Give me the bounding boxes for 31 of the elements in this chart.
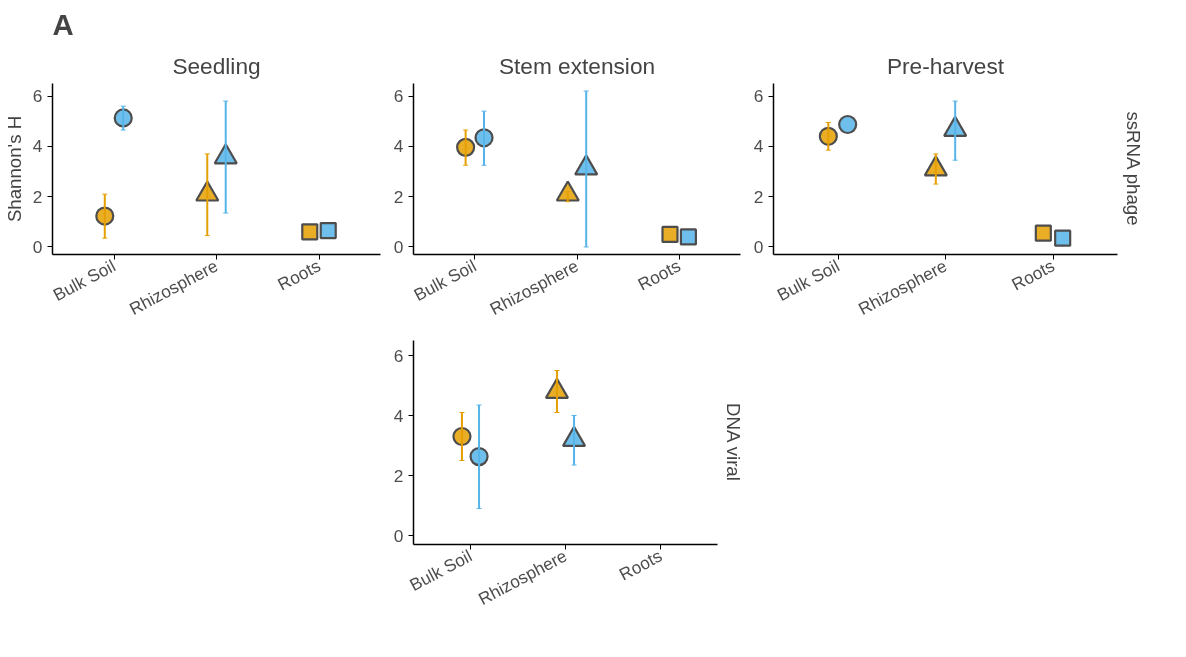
- y-tick-label: 2: [32, 186, 43, 207]
- y-tick-label: 2: [393, 465, 404, 486]
- y-tick-label: 6: [393, 345, 404, 366]
- x-tick-label: Roots: [1008, 255, 1058, 295]
- x-tick-label: Bulk Soil: [410, 255, 480, 305]
- y-tick-label: 6: [393, 86, 404, 107]
- x-tick-label: Bulk Soil: [49, 255, 119, 305]
- y-tick-label: 0: [393, 236, 404, 257]
- y-axis-title: Shannon's H: [3, 115, 25, 223]
- chart-title: Stem extension: [498, 52, 656, 79]
- text: A: [52, 7, 74, 41]
- x-tick-label: Roots: [274, 255, 324, 295]
- chart-title: Pre-harvest: [886, 52, 1005, 79]
- y-tick-label: 2: [393, 186, 404, 207]
- y-tick-label: 2: [753, 186, 764, 207]
- y-tick-label: 4: [32, 136, 43, 157]
- y-tick-label: 4: [393, 136, 404, 157]
- x-tick-label: Roots: [634, 255, 685, 295]
- x-tick-label: Bulk Soil: [773, 255, 843, 305]
- y-tick-label: 4: [393, 405, 404, 426]
- y-tick-label: 4: [753, 136, 764, 157]
- chart-title: Seedling: [172, 52, 261, 79]
- x-tick-label: Roots: [615, 545, 666, 585]
- y-tick-label: 6: [753, 86, 764, 107]
- x-tick-label: Bulk Soil: [406, 545, 476, 595]
- y-tick-label: 0: [753, 236, 764, 257]
- y-tick-label: 0: [32, 236, 43, 257]
- y-tick-label: 0: [393, 525, 404, 546]
- text: ssRNA phage: [1122, 111, 1144, 226]
- y-tick-label: 6: [32, 86, 43, 107]
- text: DNA viral: [722, 403, 744, 481]
